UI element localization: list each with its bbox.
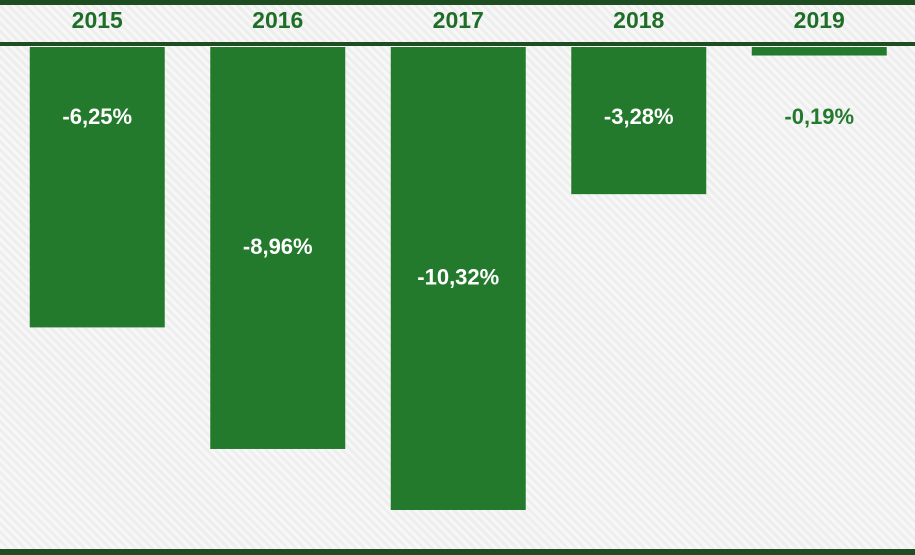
x-tick-label: 2016 xyxy=(252,7,303,33)
x-tick-label: 2015 xyxy=(72,7,123,33)
bar xyxy=(210,47,346,449)
value-label: -6,25% xyxy=(62,104,132,129)
header-rule xyxy=(0,42,915,46)
x-tick-label: 2019 xyxy=(794,7,845,33)
bar xyxy=(571,47,707,195)
x-tick-label: 2018 xyxy=(613,7,664,33)
bottom-band xyxy=(0,549,915,555)
value-label: -8,96% xyxy=(243,234,313,259)
x-tick-label: 2017 xyxy=(433,7,484,33)
value-label: -0,19% xyxy=(784,104,854,129)
value-label: -3,28% xyxy=(604,104,674,129)
bar xyxy=(390,47,526,510)
bar xyxy=(29,47,165,328)
value-label: -10,32% xyxy=(417,264,499,289)
bar xyxy=(751,47,887,56)
top-band xyxy=(0,0,915,5)
